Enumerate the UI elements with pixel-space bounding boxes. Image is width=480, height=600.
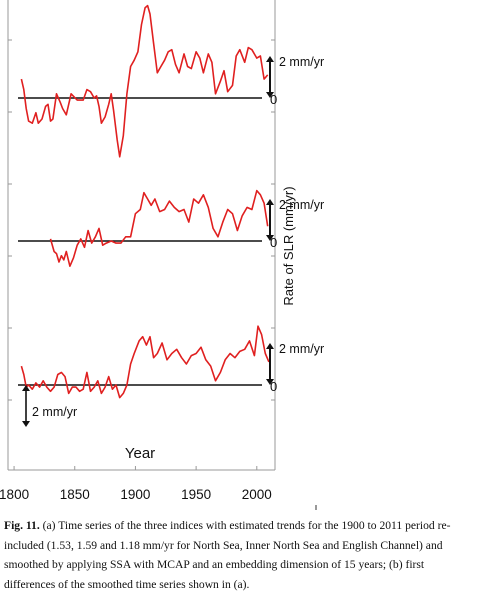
- zero-label: 0: [270, 92, 277, 107]
- scale-label: 2 mm/yr: [279, 342, 324, 356]
- caption-text: (a) Time series of the three indices wit…: [4, 519, 451, 591]
- x-tick-label: 1850: [60, 487, 90, 502]
- series-line: [49, 189, 269, 268]
- axes-frame: [7, 0, 276, 471]
- x-tick-label: 2000: [242, 487, 272, 502]
- scale-label: 2 mm/yr: [279, 198, 324, 212]
- zero-label: 0: [270, 379, 277, 394]
- x-tick-label: 1800: [0, 487, 29, 502]
- panel-1: 0 2 mm/yr: [18, 4, 324, 158]
- scale-arrow-down: [266, 379, 274, 385]
- series-line: [20, 4, 269, 158]
- zero-label: 0: [270, 235, 277, 250]
- scale-arrow-up: [266, 199, 274, 205]
- scale-arrow-up: [266, 343, 274, 349]
- x-axis-label: Year: [125, 445, 155, 462]
- scale-arrow-up: [22, 385, 30, 391]
- scale-label: 2 mm/yr: [279, 55, 324, 69]
- sea-level-rise-figure: 0 2 mm/yr 0 2 mm/yr 0 2 mm/yr 2 mm/yr 1800 1850…: [0, 0, 324, 510]
- panel-2: 0 2 mm/yr: [18, 189, 324, 268]
- left-scale-bar: 2 mm/yr: [22, 385, 77, 427]
- y-axis-label: Rate of SLR (mm/yr): [281, 186, 296, 305]
- chart-panels: 0 2 mm/yr 0 2 mm/yr 0 2 mm/yr 2 mm/yr: [18, 4, 324, 427]
- x-axis-ticks: 1800 1850 1900 1950 2000: [0, 466, 272, 502]
- scale-arrow-up: [266, 56, 274, 62]
- panel-3: 0 2 mm/yr: [18, 325, 324, 399]
- scale-arrow-down: [22, 421, 30, 427]
- caption-label: Fig. 11.: [4, 519, 40, 532]
- scale-arrow-down: [266, 92, 274, 98]
- x-tick-label: 1950: [181, 487, 211, 502]
- scale-arrow-down: [266, 235, 274, 241]
- series-line: [20, 325, 270, 399]
- figure-caption: Fig. 11. (a) Time series of the three in…: [4, 516, 474, 594]
- scale-label: 2 mm/yr: [32, 405, 77, 419]
- x-tick-label: 1900: [120, 487, 150, 502]
